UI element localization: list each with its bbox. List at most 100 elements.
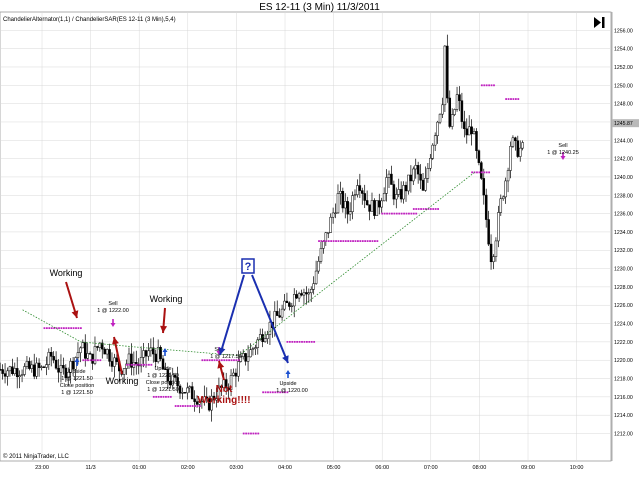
sar-dot — [403, 212, 405, 215]
sar-dot — [264, 391, 267, 394]
candle-body — [331, 212, 335, 218]
candle-body — [62, 365, 65, 369]
sar-dot — [82, 359, 85, 362]
candle-body — [312, 283, 315, 290]
sar-dot — [213, 359, 216, 362]
x-tick-label: 04:00 — [278, 465, 292, 471]
trade-label: 1 @ 1222.00 — [97, 308, 129, 314]
y-tick-label: 1216.00 — [614, 395, 633, 401]
sar-dot — [478, 171, 481, 174]
candle-body — [3, 373, 7, 377]
candle-body — [463, 121, 466, 130]
skip-forward-icon[interactable] — [592, 16, 606, 29]
candle-body — [429, 158, 432, 169]
sar-dot — [133, 363, 136, 366]
sar-dot — [476, 171, 478, 174]
candle-body — [47, 351, 51, 365]
sar-dot — [301, 340, 303, 343]
candle-body — [224, 379, 228, 389]
sell-arrow-1-stem — [112, 319, 114, 323]
sar-dot — [386, 212, 388, 215]
sar-dot — [366, 240, 369, 242]
sar-dot — [305, 340, 308, 343]
candle-body — [506, 170, 510, 182]
candle-body — [397, 189, 400, 195]
sar-dot — [70, 327, 73, 330]
sar-dot — [490, 84, 493, 87]
sar-dot — [126, 363, 128, 366]
candle-body — [375, 200, 379, 216]
annotation-not-working: Working!!!! — [197, 395, 250, 406]
candle-body — [302, 292, 306, 296]
candle-body — [261, 334, 264, 342]
sar-dot — [182, 405, 184, 407]
x-tick-label: 02:00 — [181, 465, 195, 471]
candle-body — [487, 219, 490, 245]
annotation-arrow-2-head — [112, 337, 119, 345]
candle-body — [246, 356, 250, 362]
trade-label: 1 @ 1221.50 — [61, 376, 93, 382]
candle-body — [25, 361, 29, 367]
sar-dot — [242, 432, 245, 435]
candle-body — [373, 200, 376, 216]
candle-body — [203, 396, 206, 402]
sar-dot — [398, 212, 401, 215]
buy-arrow-1-stem — [76, 362, 78, 366]
candle-body — [251, 348, 255, 350]
x-tick-label: 11/3 — [85, 465, 95, 471]
candle-body — [84, 342, 87, 359]
sar-dot — [92, 359, 94, 362]
candle-body — [412, 168, 415, 182]
sar-dot — [357, 240, 359, 242]
x-tick-label: 08:00 — [473, 465, 487, 471]
sar-dot — [245, 432, 248, 435]
trade-label: Upside — [154, 366, 171, 372]
sar-dot — [352, 240, 354, 242]
candle-body — [365, 200, 369, 206]
candle-body — [101, 342, 104, 350]
candle-body — [152, 347, 155, 355]
sar-dot — [395, 212, 398, 215]
candle-body — [188, 386, 191, 389]
candle-body — [147, 350, 150, 357]
sar-dot — [271, 391, 274, 394]
sar-dot — [344, 240, 347, 242]
candle-body — [207, 397, 211, 411]
candle-body — [0, 369, 2, 371]
sar-dot — [223, 359, 226, 362]
candle-body — [511, 137, 515, 147]
sar-dot — [371, 240, 374, 242]
candle-body — [348, 211, 352, 215]
sar-dot — [327, 240, 330, 242]
y-tick-label: 1218.00 — [614, 377, 633, 383]
annotation-arrow-blue-1-head — [218, 347, 226, 355]
sar-dot — [420, 208, 422, 210]
sar-dot — [87, 359, 90, 362]
sar-dot — [177, 405, 179, 407]
sar-dot — [160, 395, 162, 398]
sell-arrow-3 — [560, 156, 566, 160]
sar-dot — [361, 240, 364, 242]
y-tick-label: 1238.00 — [614, 193, 633, 199]
sar-dot — [206, 359, 209, 362]
chart-title: ES 12-11 (3 Min) 11/3/2011 — [259, 2, 380, 13]
candle-body — [305, 292, 308, 295]
trade-label: Close position — [146, 380, 181, 386]
sar-dot — [310, 340, 313, 343]
sar-dot — [391, 212, 393, 215]
candle-body — [237, 361, 240, 377]
sar-dot — [347, 240, 350, 242]
sar-dot — [507, 98, 510, 100]
candle-body — [426, 168, 430, 179]
candle-body — [484, 194, 488, 220]
candle-body — [161, 358, 165, 370]
sar-dot — [43, 327, 46, 330]
buy-arrow-3-stem — [287, 374, 289, 378]
candle-body — [76, 352, 80, 358]
candle-body — [156, 347, 160, 362]
candle-body — [521, 142, 524, 149]
sar-dot — [131, 363, 133, 366]
candle-body — [149, 347, 153, 352]
sar-dot — [364, 240, 367, 242]
